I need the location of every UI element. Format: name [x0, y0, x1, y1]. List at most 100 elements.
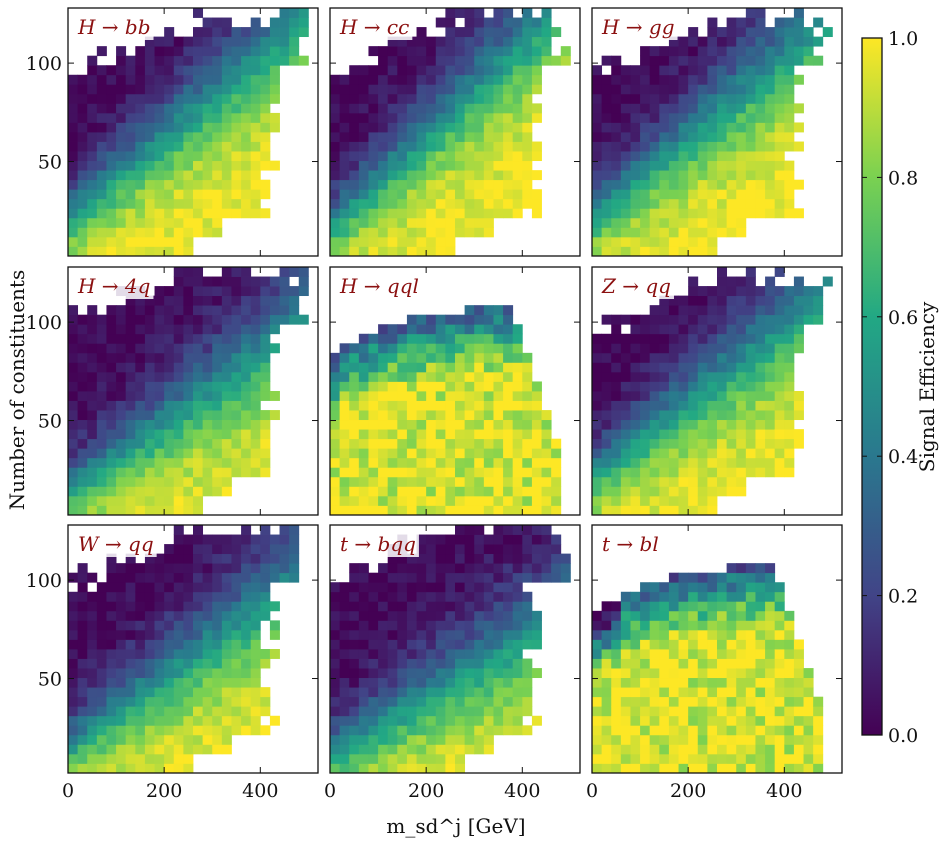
heatmap-cell [736, 189, 747, 200]
heatmap-cell [512, 103, 523, 114]
heatmap-cell [640, 696, 651, 707]
heatmap-cell [125, 753, 136, 764]
heatmap-cell [289, 286, 300, 297]
x-tick-label: 200 [146, 780, 182, 802]
heatmap-cell [745, 305, 756, 316]
heatmap-cell [378, 246, 389, 257]
heatmap-cell [592, 217, 603, 228]
heatmap-cell [659, 601, 670, 612]
heatmap-cell [512, 668, 523, 679]
heatmap-cell [330, 677, 341, 688]
heatmap-cell [522, 74, 533, 85]
heatmap-cell [717, 572, 728, 583]
heatmap-cell [339, 93, 350, 104]
heatmap-cell [793, 324, 804, 335]
heatmap-cell [406, 333, 417, 344]
heatmap-cell [611, 122, 622, 133]
heatmap-cell [87, 725, 98, 736]
heatmap-cell [125, 305, 136, 316]
heatmap-cell [279, 46, 290, 57]
heatmap-cell [349, 391, 360, 401]
heatmap-cell [678, 591, 689, 602]
heatmap-cell [726, 17, 737, 28]
heatmap-cell [503, 352, 514, 363]
heatmap-cell [688, 696, 699, 707]
heatmap-cell [183, 734, 194, 745]
heatmap-cell [512, 438, 523, 449]
heatmap-cell [221, 36, 232, 47]
heatmap-cell [503, 582, 514, 593]
heatmap-cell [116, 668, 127, 679]
heatmap-cell [426, 505, 437, 516]
heatmap-cell [406, 438, 417, 449]
heatmap-cell [221, 706, 232, 717]
heatmap-cell [154, 744, 165, 755]
heatmap-cell [717, 160, 728, 171]
heatmap-cell [87, 438, 98, 449]
heatmap-cell [707, 46, 718, 57]
heatmap-cell [455, 208, 466, 219]
heatmap-cell [522, 391, 533, 401]
heatmap-cell [87, 132, 98, 142]
heatmap-cell [416, 189, 427, 200]
heatmap-cell [164, 457, 175, 468]
heatmap-cell [397, 236, 408, 247]
heatmap-cell [135, 381, 146, 392]
heatmap-cell [221, 343, 232, 354]
heatmap-cell [387, 744, 398, 755]
heatmap-cell [164, 763, 175, 774]
heatmap-cell [173, 734, 184, 745]
heatmap-cell [601, 658, 612, 669]
heatmap-cell [106, 84, 117, 95]
heatmap-cell [659, 151, 670, 162]
heatmap-cell [96, 84, 107, 95]
heatmap-cell [707, 410, 718, 421]
heatmap-cell [474, 132, 485, 142]
heatmap-cell [630, 677, 641, 688]
heatmap-cell [736, 227, 747, 238]
heatmap-cell [649, 112, 660, 123]
heatmap-cell [531, 610, 542, 621]
heatmap-cell [77, 687, 88, 698]
heatmap-cell [193, 8, 204, 18]
heatmap-cell [269, 314, 280, 325]
heatmap-cell [87, 352, 98, 363]
heatmap-cell [678, 132, 689, 142]
heatmap-cell [745, 27, 756, 38]
heatmap-cell [202, 324, 213, 335]
heatmap-cell [96, 179, 107, 190]
heatmap-cell [231, 419, 242, 430]
heatmap-cell [378, 706, 389, 717]
heatmap-cell [387, 419, 398, 430]
heatmap-cell [173, 505, 184, 516]
heatmap-cell [493, 324, 504, 335]
heatmap-cell [493, 534, 504, 545]
heatmap-cell [765, 725, 776, 736]
heatmap-cell [96, 391, 107, 401]
heatmap-cell [649, 371, 660, 382]
heatmap-cell [173, 553, 184, 564]
heatmap-cell [397, 639, 408, 650]
heatmap-cell [678, 227, 689, 238]
heatmap-cell [426, 324, 437, 335]
heatmap-cell [339, 217, 350, 228]
heatmap-cell [755, 314, 766, 325]
heatmap-cell [736, 151, 747, 162]
heatmap-cell [173, 400, 184, 411]
heatmap-cell [269, 27, 280, 38]
heatmap-cell [426, 381, 437, 392]
heatmap-cell [406, 763, 417, 774]
heatmap-cell [96, 763, 107, 774]
heatmap-cell [387, 658, 398, 669]
heatmap-cell [697, 725, 708, 736]
heatmap-cell [116, 753, 127, 764]
heatmap-cell [611, 362, 622, 373]
heatmap-cell [592, 189, 603, 200]
heatmap-cell [212, 276, 223, 287]
heatmap-cell [144, 160, 155, 171]
heatmap-cell [241, 93, 252, 104]
heatmap-cell [435, 668, 446, 679]
heatmap-cell [522, 112, 533, 123]
heatmap-cell [736, 668, 747, 679]
heatmap-cell [426, 314, 437, 325]
